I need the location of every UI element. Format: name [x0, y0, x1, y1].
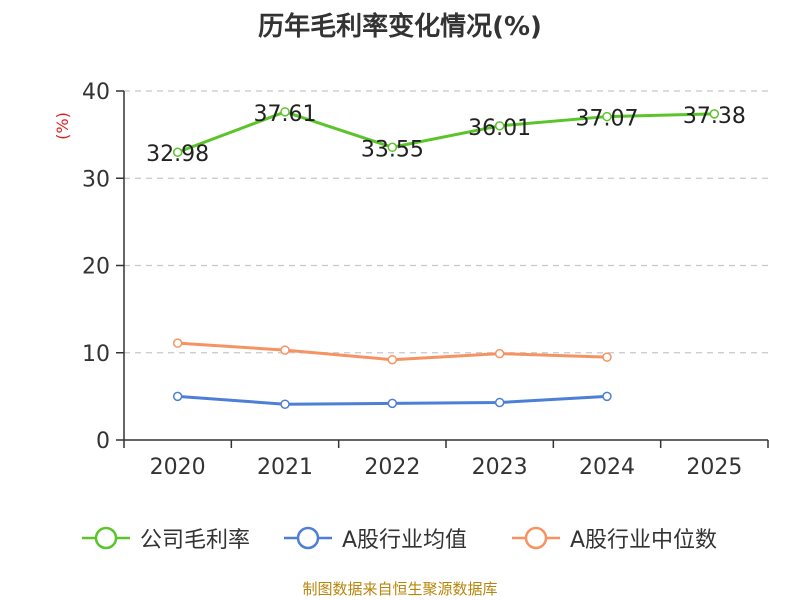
data-label: 36.01: [468, 116, 531, 141]
data-labels: 32.98 37.61 33.55 36.01 37.07 37.38: [146, 102, 746, 167]
data-point: [602, 391, 612, 402]
data-label: 37.07: [576, 107, 639, 132]
data-point: [280, 107, 290, 117]
x-tick-label: 2023: [472, 455, 528, 480]
data-point: [602, 111, 612, 122]
y-axis-label: (%): [53, 112, 72, 140]
data-point: [172, 147, 183, 157]
legend-symbol-icon: [284, 526, 332, 550]
data-point: [387, 354, 398, 365]
data-point: [709, 109, 720, 119]
legend-symbol-icon: [82, 526, 130, 550]
data-point: [387, 398, 398, 409]
data-point: [494, 121, 505, 131]
x-tick-label: 2021: [257, 455, 313, 480]
legend-item[interactable]: A股行业中位数: [510, 518, 717, 558]
x-tick-label: 2024: [579, 455, 635, 480]
grid-lines: [124, 90, 768, 354]
series-line: [177, 110, 715, 154]
data-point: [602, 352, 612, 362]
y-tick-label: 0: [96, 429, 110, 454]
series: [172, 107, 720, 409]
x-tick-label: 2020: [150, 455, 206, 480]
data-point: [387, 142, 398, 153]
data-label: 37.61: [254, 102, 317, 127]
data-label: 37.38: [683, 104, 746, 129]
data-point: [172, 391, 183, 402]
legend-label: 公司毛利率: [140, 528, 251, 553]
legend-label: A股行业均值: [342, 528, 468, 553]
data-point: [172, 338, 183, 348]
legend-item[interactable]: A股行业均值: [282, 518, 467, 558]
data-point: [280, 345, 290, 355]
legend: 公司毛利率 A股行业均值 A股行业中位数: [0, 518, 800, 558]
source-note: 制图数据来自恒生聚源数据库: [302, 580, 498, 598]
axes: 0 10 20 30 40 2020 2021 2022 2023 2024 2025: [82, 80, 769, 480]
chart-title: 历年毛利率变化情况(%): [258, 12, 542, 42]
data-point: [494, 348, 505, 359]
data-point: [280, 399, 290, 409]
data-label: 32.98: [146, 142, 209, 167]
x-tick-label: 2025: [686, 455, 742, 480]
legend-label: A股行业中位数: [570, 528, 718, 553]
data-point: [494, 397, 505, 408]
legend-item[interactable]: 公司毛利率: [80, 518, 250, 558]
legend-symbol-icon: [512, 526, 560, 550]
y-tick-label: 40: [82, 80, 110, 105]
y-tick-label: 30: [82, 167, 110, 192]
data-label: 33.55: [361, 137, 424, 162]
y-tick-label: 10: [82, 342, 110, 367]
y-tick-label: 20: [82, 255, 110, 280]
x-tick-label: 2022: [364, 455, 420, 480]
